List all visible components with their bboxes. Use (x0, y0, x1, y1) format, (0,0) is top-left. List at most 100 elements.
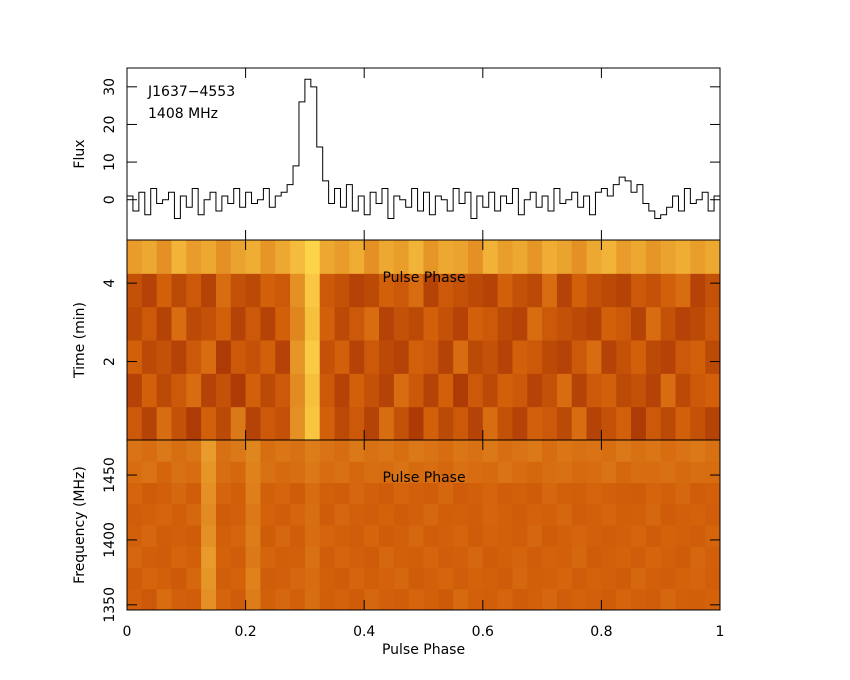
heatmap-cell (201, 373, 217, 408)
heatmap-cell (334, 306, 350, 341)
heatmap-cell (438, 482, 454, 505)
heatmap-cell (660, 546, 677, 568)
heatmap-cell (527, 406, 543, 441)
heatmap-cell (349, 461, 365, 483)
heatmap-cell (586, 440, 602, 462)
heatmap-cell (497, 588, 513, 611)
heatmap-cell (482, 461, 499, 483)
y-tick-label: 1450 (102, 457, 118, 493)
heatmap-cell (393, 588, 410, 611)
heatmap-cell (512, 461, 528, 483)
heatmap-cell (645, 567, 662, 590)
heatmap-cell (215, 306, 232, 341)
heatmap-cell (660, 482, 677, 505)
heatmap-cell (527, 525, 543, 547)
heatmap-cell (290, 588, 306, 611)
heatmap-cell (482, 503, 499, 526)
heatmap-cell (438, 546, 454, 568)
heatmap-cell (631, 567, 647, 590)
heatmap-cell (556, 406, 573, 441)
heatmap-cell (215, 546, 232, 568)
heatmap-cell (660, 503, 677, 526)
heatmap-cell (304, 482, 321, 505)
heatmap-cell (127, 240, 143, 274)
heatmap-cell (334, 406, 350, 441)
heatmap-cell (675, 567, 691, 590)
heatmap-cell (542, 588, 558, 611)
heatmap-cell (245, 306, 261, 341)
heatmap-cell (290, 567, 306, 590)
heatmap-cell (497, 525, 513, 547)
heatmap-cell (201, 567, 217, 590)
heatmap-cell (467, 340, 484, 374)
heatmap-cell (364, 482, 380, 505)
heatmap-cell (393, 406, 410, 441)
heatmap-cell (690, 482, 706, 505)
heatmap-cell (319, 240, 336, 274)
y-tick-label: 4 (102, 279, 118, 288)
heatmap-cell (423, 588, 439, 611)
heatmap-cell (364, 567, 380, 590)
heatmap-cell (512, 273, 528, 308)
heatmap-cell (438, 340, 454, 374)
y-axis-label: Time (min) (72, 302, 88, 379)
heatmap-cell (364, 240, 380, 274)
heatmap-cell (527, 373, 543, 408)
heatmap-cell (319, 440, 336, 462)
heatmap-cell (601, 306, 617, 341)
heatmap-cell (631, 406, 647, 441)
heatmap-cell (379, 588, 395, 611)
heatmap-cell (438, 588, 454, 611)
heatmap-cell (408, 567, 424, 590)
heatmap-cell (675, 461, 691, 483)
heatmap-cell (705, 340, 721, 374)
heatmap-cell (127, 340, 143, 374)
heatmap-cell (171, 340, 187, 374)
heatmap-cell (260, 461, 276, 483)
heatmap-cell (186, 373, 202, 408)
heatmap-cell (705, 567, 721, 590)
heatmap-cell (660, 525, 677, 547)
heatmap-cell (408, 525, 424, 547)
heatmap-cell (230, 546, 247, 568)
heatmap-cell (631, 340, 647, 374)
heatmap-cell (364, 373, 380, 408)
heatmap-cell (215, 461, 232, 483)
heatmap-cell (349, 240, 365, 274)
heatmap-cell (275, 588, 291, 611)
heatmap-cell (453, 273, 469, 308)
heatmap-cell (141, 340, 158, 374)
heatmap-cell (453, 546, 469, 568)
heatmap-cell (497, 567, 513, 590)
heatmap-cell (290, 306, 306, 341)
heatmap-cell (497, 240, 513, 274)
heatmap-cell (660, 240, 677, 274)
heatmap-cell (260, 588, 276, 611)
heatmap-cell (438, 567, 454, 590)
heatmap-cell (171, 406, 187, 441)
heatmap-cell (616, 546, 632, 568)
heatmap-cell (542, 461, 558, 483)
heatmap-cell (542, 546, 558, 568)
heatmap-cell (364, 306, 380, 341)
heatmap-cell (364, 546, 380, 568)
heatmap-cell (542, 373, 558, 408)
heatmap-cell (438, 306, 454, 341)
heatmap-cell (349, 567, 365, 590)
heatmap-cell (186, 482, 202, 505)
heatmap-cell (171, 240, 187, 274)
heatmap-cell (304, 503, 321, 526)
heatmap-cell (675, 240, 691, 274)
heatmap-cell (527, 306, 543, 341)
heatmap-cell (171, 306, 187, 341)
heatmap-cell (556, 240, 573, 274)
heatmap-cell (556, 440, 573, 462)
heatmap-cell (690, 440, 706, 462)
heatmap-cell (601, 461, 617, 483)
heatmap-cell (542, 340, 558, 374)
heatmap-cell (379, 373, 395, 408)
heatmap-cell (467, 461, 484, 483)
heatmap-cell (349, 503, 365, 526)
heatmap-cell (186, 306, 202, 341)
heatmap-cell (586, 482, 602, 505)
